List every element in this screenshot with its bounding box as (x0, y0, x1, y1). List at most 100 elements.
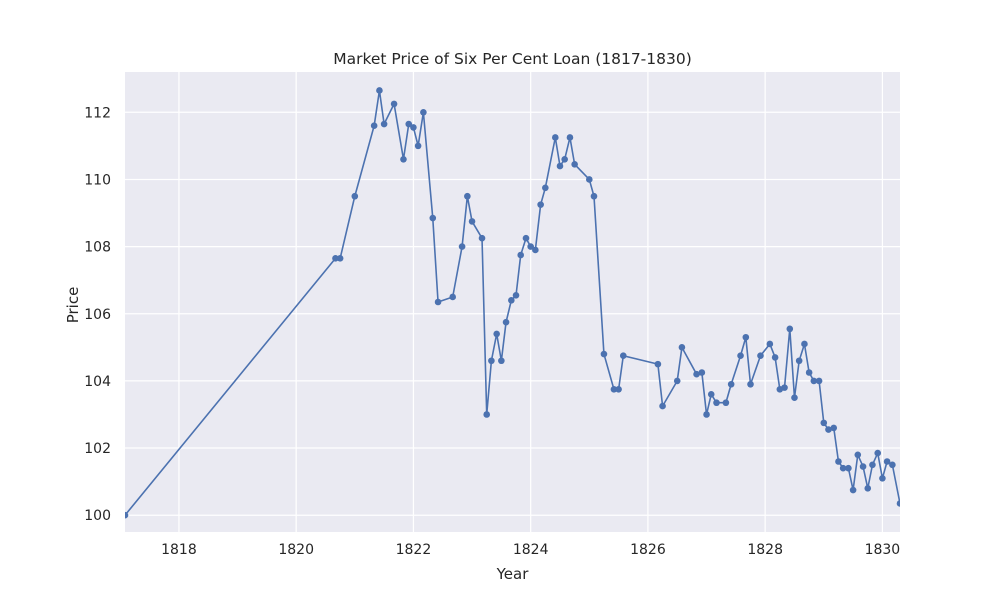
x-tick-label: 1820 (278, 542, 314, 558)
data-point (410, 124, 417, 131)
data-point (468, 218, 476, 225)
data-point (380, 120, 388, 128)
data-point (512, 291, 520, 299)
data-point (849, 486, 857, 494)
data-point (722, 399, 730, 407)
x-tick-label: 1818 (161, 542, 197, 558)
data-point (610, 385, 618, 393)
data-point (810, 377, 818, 385)
chart-title: Market Price of Six Per Cent Loan (1817-… (333, 50, 692, 68)
data-point (420, 108, 427, 116)
data-point (585, 176, 593, 183)
data-point (429, 214, 437, 222)
data-point (615, 385, 622, 393)
data-point (713, 399, 720, 407)
data-point (464, 192, 471, 200)
data-point (400, 155, 407, 163)
y-tick-label: 110 (84, 172, 111, 188)
y-tick-label: 102 (84, 441, 111, 457)
data-point (332, 255, 339, 262)
y-tick-label: 100 (84, 508, 111, 524)
data-point (125, 511, 129, 519)
data-point (566, 134, 574, 141)
data-point (434, 298, 442, 306)
y-tick-label: 112 (84, 105, 111, 121)
data-point (703, 411, 710, 418)
x-axis-label: Year (496, 565, 530, 583)
data-point (835, 458, 842, 465)
x-tick-label: 1830 (865, 542, 901, 558)
data-point (771, 354, 779, 361)
data-point (698, 369, 706, 376)
series-layer (125, 87, 900, 519)
data-point (757, 352, 764, 360)
data-point (673, 377, 681, 385)
data-point (551, 134, 559, 141)
data-point (336, 255, 344, 262)
data-point (414, 142, 422, 150)
data-point (351, 192, 359, 200)
data-point (370, 122, 378, 130)
data-point (854, 451, 862, 459)
data-point (517, 251, 525, 259)
data-point (527, 243, 534, 250)
data-point (727, 380, 735, 388)
data-point (795, 357, 803, 365)
data-point (478, 234, 486, 242)
y-tick-label: 106 (84, 307, 111, 323)
y-axis-label: Price (64, 287, 82, 324)
data-point (830, 424, 838, 432)
data-point (874, 449, 882, 457)
data-point (707, 391, 715, 398)
data-point (659, 402, 666, 410)
data-point (791, 394, 798, 401)
x-tick-label: 1822 (396, 542, 432, 558)
data-point (493, 330, 500, 338)
data-point (458, 243, 466, 250)
data-point (449, 293, 457, 301)
x-tick-label: 1826 (630, 542, 666, 558)
data-point (693, 370, 700, 378)
data-point (786, 325, 794, 333)
data-point (781, 384, 788, 391)
data-point (805, 369, 813, 376)
data-point (737, 352, 744, 360)
data-point (896, 500, 900, 507)
y-axis-ticks: 100 102 104 106 108 110 112 (84, 105, 111, 524)
data-point (390, 100, 398, 108)
data-point (859, 463, 867, 470)
data-point (542, 184, 549, 192)
data-point (376, 87, 383, 94)
data-point (556, 162, 564, 170)
x-tick-label: 1828 (747, 542, 783, 558)
data-point (619, 352, 627, 360)
data-point (532, 246, 539, 254)
data-point (801, 340, 808, 348)
data-point (820, 419, 828, 427)
data-point (825, 426, 832, 433)
data-point (522, 234, 530, 242)
x-axis-ticks: 1818 1820 1822 1824 1826 1828 1830 (161, 542, 900, 558)
data-point (864, 485, 872, 492)
data-point (766, 340, 774, 348)
data-point (571, 161, 578, 168)
data-point (845, 464, 852, 472)
data-point (483, 411, 491, 418)
data-point (678, 344, 686, 351)
data-point (883, 458, 891, 465)
data-point (879, 474, 886, 482)
data-point (537, 201, 544, 208)
data-point (869, 461, 876, 469)
data-point (600, 350, 608, 358)
data-point (488, 357, 495, 365)
data-point (747, 380, 754, 388)
data-point (498, 357, 505, 365)
data-point (405, 120, 413, 128)
grid-lines (125, 72, 900, 532)
data-point (508, 297, 515, 304)
series-group (125, 87, 900, 519)
data-point (815, 377, 823, 385)
data-point (742, 333, 750, 341)
data-point (839, 464, 847, 472)
